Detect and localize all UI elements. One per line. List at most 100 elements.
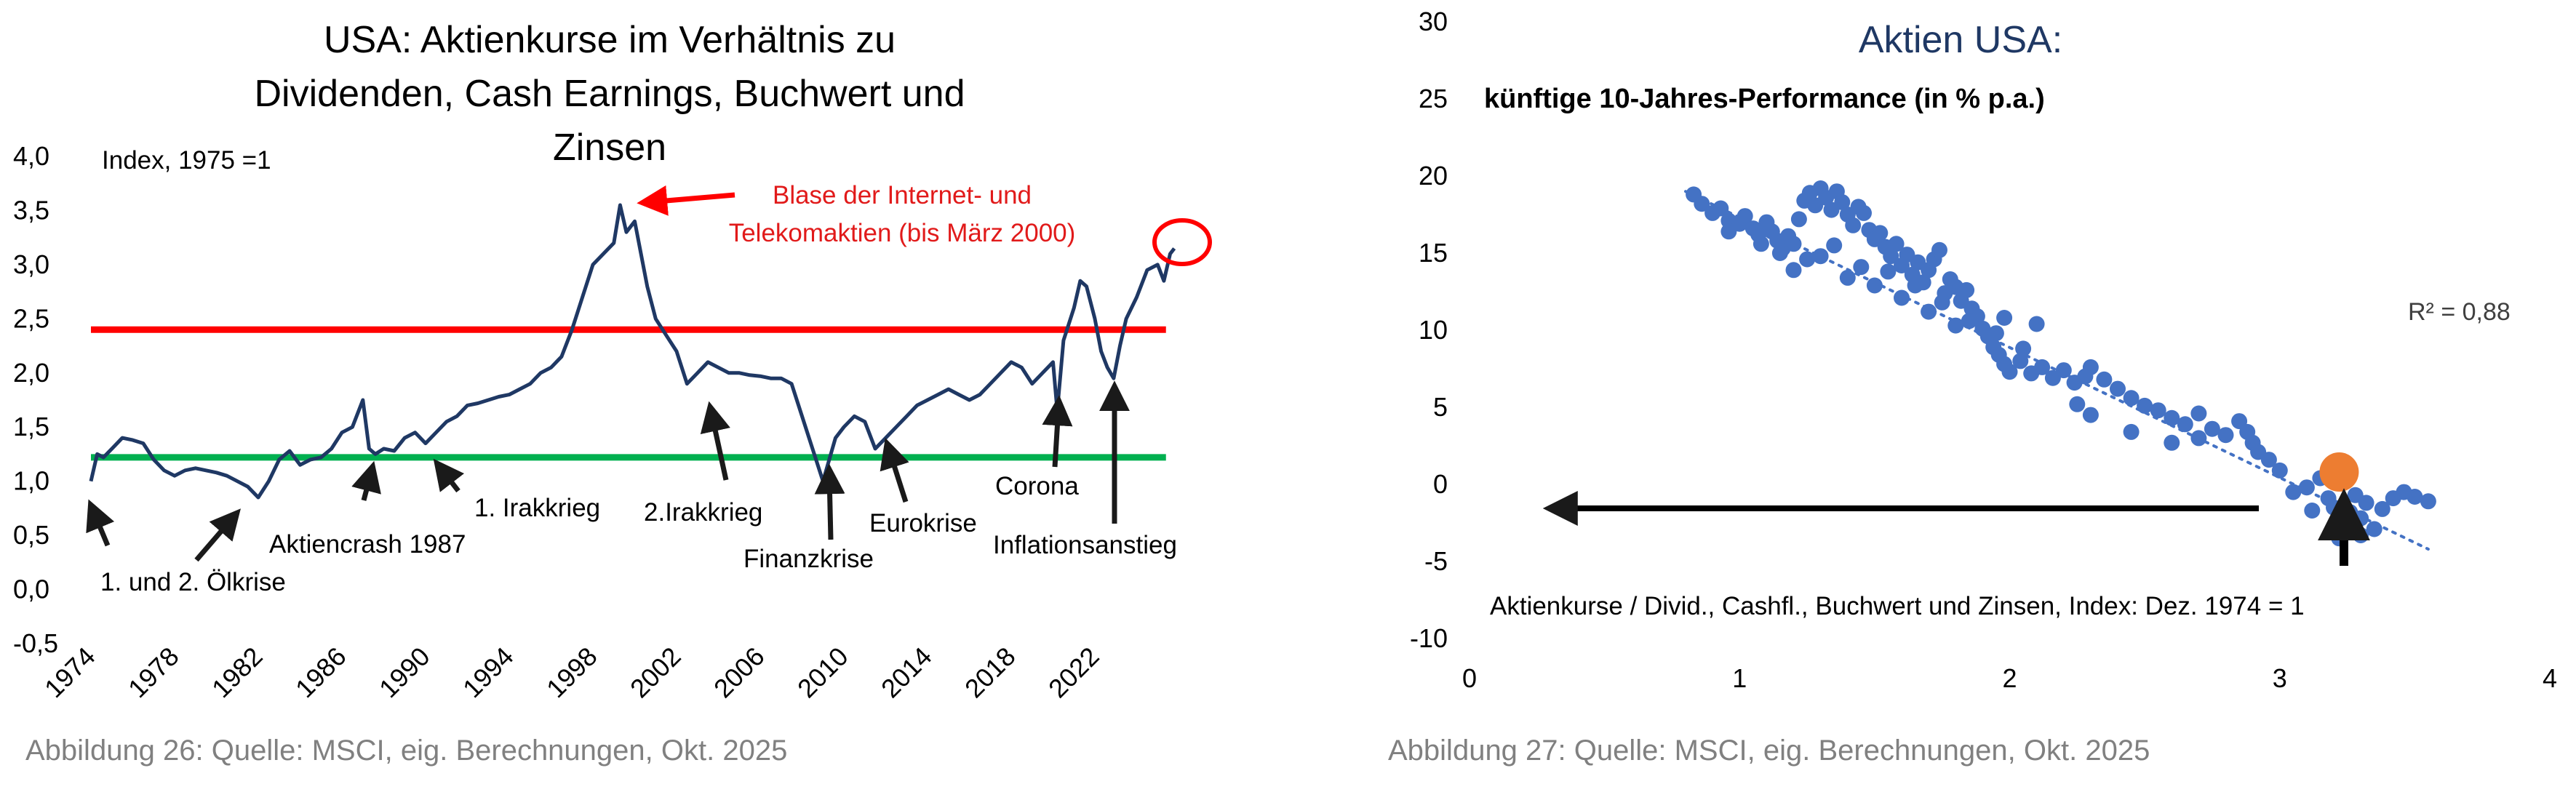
scatter-point — [2055, 362, 2072, 379]
right-x-tick: 0 — [1462, 663, 1477, 693]
bubble-arrow — [637, 185, 735, 216]
left-x-tick: 2022 — [1042, 641, 1105, 704]
scatter-point — [1866, 277, 1883, 294]
left-y-axis: 4,0 3,5 3,0 2,5 2,0 1,5 1,0 0,5 0,0 -0,5 — [13, 141, 58, 658]
left-x-tick: 1994 — [457, 641, 519, 704]
scatter-point — [1888, 236, 1905, 252]
right-y-tick: -5 — [1424, 546, 1448, 576]
left-series — [89, 203, 1176, 500]
left-x-tick: 1990 — [373, 641, 436, 704]
annotation-iraq-war-2: 2.Irakkrieg — [644, 498, 762, 527]
scatter-point — [2420, 493, 2436, 510]
scatter-point — [1931, 241, 1947, 258]
scatter-point — [1883, 248, 1899, 265]
scatter-point — [1839, 269, 1856, 286]
left-title-line-2: Dividenden, Cash Earnings, Buchwert und — [254, 73, 965, 115]
right-y-tick: 0 — [1433, 469, 1448, 499]
annotation-euro-crisis: Eurokrise — [869, 509, 977, 537]
annotation-bubble-line-2: Telekomaktien (bis März 2000) — [729, 219, 1076, 247]
annotation-oil-crisis: 1. und 2. Ölkrise — [100, 568, 286, 596]
left-title-line-1: USA: Aktienkurse im Verhältnis zu — [324, 19, 896, 61]
scatter-point — [2001, 364, 2018, 380]
financial-crisis-arrow — [814, 463, 845, 540]
left-reference-lines — [91, 326, 1166, 461]
scatter-point — [2190, 405, 2207, 422]
left-x-tick: 2006 — [708, 641, 770, 704]
annotation-inflation: Inflationsanstieg — [993, 531, 1177, 559]
right-y-tick: -10 — [1410, 623, 1448, 653]
scatter-point — [2271, 462, 2288, 479]
scatter-point — [1987, 325, 2004, 342]
current-point — [2319, 452, 2359, 492]
scatter-point — [1812, 248, 1829, 265]
right-title: Aktien USA: — [1859, 19, 2062, 61]
left-x-tick: 2010 — [791, 641, 854, 704]
left-y-tick: 3,5 — [13, 195, 49, 225]
right-chart: Aktien USA: künftige 10-Jahres-Performan… — [1388, 7, 2557, 767]
scatter-point — [2204, 420, 2220, 437]
left-title-line-3: Zinsen — [553, 127, 666, 169]
latest-value-highlight — [1152, 218, 1212, 266]
left-y-tick: 0,0 — [13, 575, 49, 604]
left-y-tick: 4,0 — [13, 141, 49, 171]
scatter-point — [1785, 262, 1802, 279]
left-caption: Abbildung 26: Quelle: MSCI, eig. Berechn… — [25, 735, 787, 767]
left-x-tick: 2002 — [624, 641, 687, 704]
scatter-point — [2326, 499, 2342, 516]
scatter-point — [2353, 510, 2369, 527]
left-y-tick: 1,0 — [13, 466, 49, 496]
scatter-point — [2164, 409, 2180, 426]
annotation-corona: Corona — [995, 472, 1079, 500]
scatter-point — [1853, 259, 1870, 276]
scatter-point — [2082, 359, 2099, 375]
right-x-tick: 4 — [2543, 663, 2557, 693]
scatter-point — [1834, 194, 1851, 210]
scatter-point — [1712, 200, 1729, 217]
left-y-tick: 2,5 — [13, 303, 49, 333]
scatter-point — [1799, 251, 1816, 268]
scatter-point — [2260, 452, 2277, 468]
scatter-point — [1856, 204, 1872, 221]
scatter-point — [2304, 503, 2321, 519]
left-x-tick: 1982 — [206, 641, 268, 704]
iraq-war-2-arrow — [700, 401, 730, 481]
left-y-tick: 3,0 — [13, 249, 49, 279]
annotation-financial-crisis: Finanzkrise — [743, 545, 874, 573]
scatter-point — [1771, 245, 1788, 261]
scatter-point — [2177, 416, 2193, 433]
scatter-point — [2217, 427, 2234, 444]
right-x-label: Aktienkurse / Divid., Cashfl., Buchwert … — [1490, 592, 2305, 620]
left-x-tick: 2018 — [959, 641, 1021, 704]
right-y-tick: 25 — [1419, 84, 1448, 113]
scatter-point — [2353, 527, 2369, 543]
scatter-point — [1880, 263, 1897, 280]
iraq-war-1-arrow — [433, 458, 465, 493]
scatter-point — [1826, 237, 1843, 254]
right-x-tick: 2 — [2002, 663, 2017, 693]
right-y-axis: 30 25 20 15 10 5 0 -5 -10 — [1410, 7, 1448, 653]
right-y-tick: 10 — [1419, 315, 1448, 345]
scatter-point — [1872, 225, 1889, 241]
scatter-point — [2150, 402, 2166, 419]
scatter-point — [2137, 397, 2153, 414]
right-y-tick: 20 — [1419, 161, 1448, 191]
right-x-tick: 3 — [2273, 663, 2287, 693]
right-y-tick: 5 — [1433, 392, 1448, 422]
annotation-bubble-line-1: Blase der Internet- und — [773, 181, 1032, 209]
right-y-label: künftige 10-Jahres-Performance (in % p.a… — [1484, 84, 2045, 114]
scatter-point — [1720, 223, 1737, 240]
scatter-point — [1694, 196, 1710, 212]
scatter-point — [2190, 430, 2207, 447]
scatter-point — [2012, 353, 2029, 369]
crash-1987-arrow — [351, 460, 381, 501]
left-x-tick: 2014 — [875, 641, 938, 704]
scatter-point — [2028, 316, 2045, 332]
scatter-point — [1934, 294, 1950, 311]
scatter-point — [2123, 423, 2140, 440]
scatter-point — [1785, 236, 1802, 252]
scatter-point — [2374, 500, 2390, 517]
left-chart: USA: Aktienkurse im Verhältnis zu Divide… — [13, 19, 1212, 767]
right-x-tick: 1 — [1732, 663, 1747, 693]
left-x-tick: 1978 — [122, 641, 185, 704]
